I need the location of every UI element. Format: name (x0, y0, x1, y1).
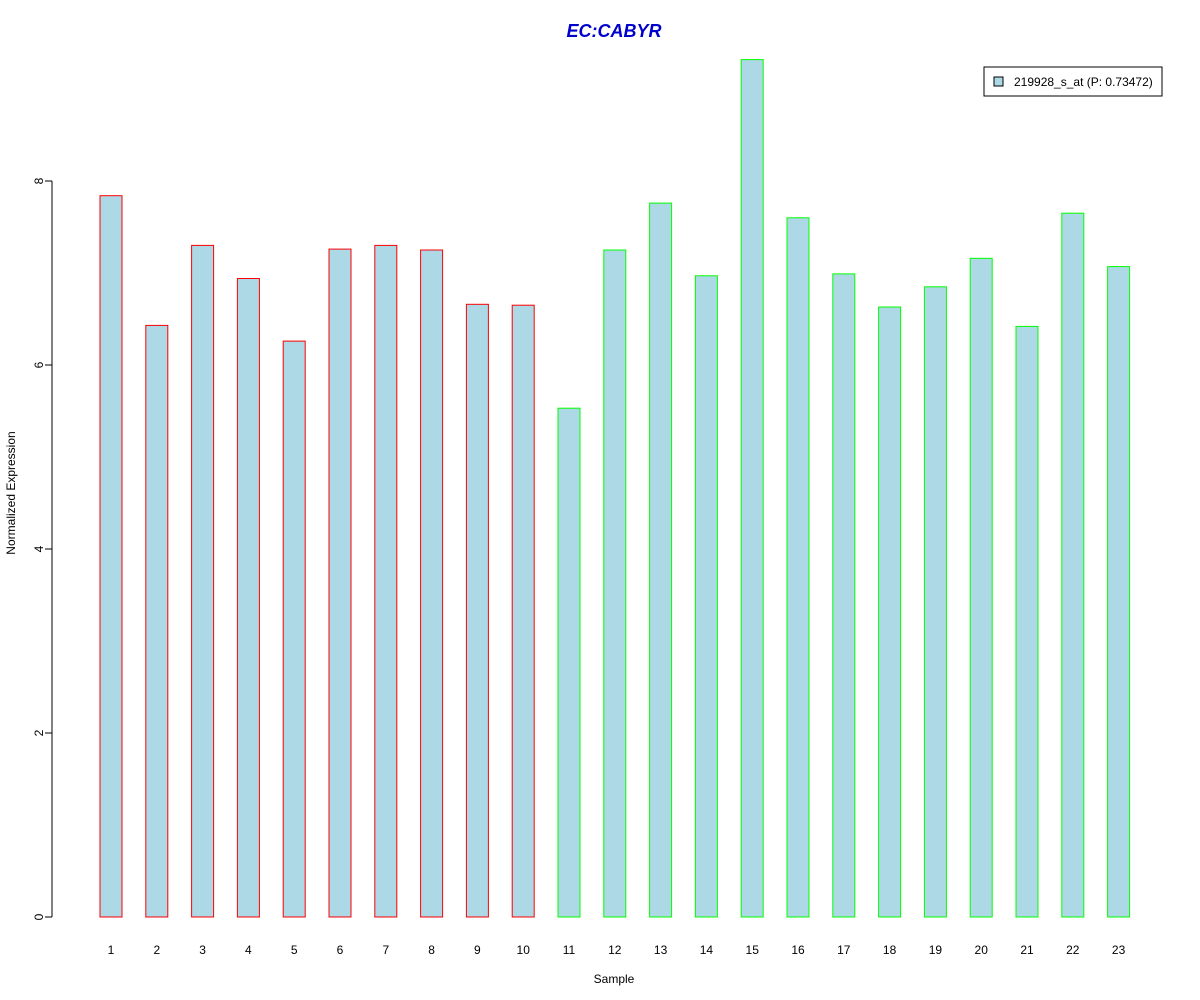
legend-box (983, 66, 1163, 97)
x-tick-label: 1 (108, 943, 115, 957)
bar (465, 303, 489, 918)
bar (1015, 325, 1039, 918)
x-tick-label: 12 (608, 943, 622, 957)
bar (786, 217, 810, 918)
bar (694, 275, 718, 918)
x-tick-label: 23 (1112, 943, 1126, 957)
x-tick-label: 7 (382, 943, 389, 957)
legend: 219928_s_at (P: 0.73472) (983, 66, 1163, 97)
x-tick-label: 16 (791, 943, 805, 957)
x-tick-label: 13 (654, 943, 668, 957)
x-tick-label: 19 (929, 943, 943, 957)
bar (740, 59, 764, 918)
x-tick-label: 18 (883, 943, 897, 957)
x-tick-label: 8 (428, 943, 435, 957)
bar (145, 324, 169, 918)
x-tick-label: 2 (153, 943, 160, 957)
x-tick-label: 5 (291, 943, 298, 957)
x-tick-label: 15 (746, 943, 760, 957)
bar (557, 407, 581, 918)
bar (603, 249, 627, 918)
x-tick-label: 20 (975, 943, 989, 957)
y-tick-label: 4 (32, 545, 46, 552)
bar (99, 195, 123, 918)
bar (878, 306, 902, 918)
x-tick-label: 21 (1020, 943, 1034, 957)
legend-swatch (993, 76, 1004, 87)
x-tick-label: 22 (1066, 943, 1080, 957)
y-tick-label: 8 (32, 177, 46, 184)
x-tick-label: 14 (700, 943, 714, 957)
bar (282, 340, 306, 918)
chart-title: EC:CABYR (566, 21, 661, 41)
bar (374, 244, 398, 918)
bar (236, 278, 260, 918)
bar (832, 273, 856, 918)
x-tick-label: 10 (517, 943, 531, 957)
bar (923, 286, 947, 918)
bar (969, 257, 993, 918)
x-tick-labels: 1 2 3 4 5 6 7 8 9 10 11 12 13 14 15 16 17 18 19 20 21 22 23 (108, 943, 1126, 957)
y-tick-label: 2 (32, 729, 46, 736)
x-tick-label: 4 (245, 943, 252, 957)
bar (1061, 212, 1085, 918)
bar (420, 249, 444, 918)
legend-label: 219928_s_at (P: 0.73472) (1014, 75, 1153, 89)
y-axis-label: Normalized Expression (4, 431, 18, 554)
y-axis: 0 2 4 6 8 (32, 177, 53, 920)
x-tick-label: 11 (563, 943, 576, 957)
y-tick-label: 6 (32, 361, 46, 368)
x-tick-label: 6 (337, 943, 344, 957)
x-tick-label: 3 (199, 943, 206, 957)
x-tick-label: 9 (474, 943, 481, 957)
x-tick-label: 17 (837, 943, 851, 957)
bar (511, 304, 535, 918)
x-axis-label: Sample (594, 972, 635, 986)
bar (1107, 266, 1131, 918)
bar (191, 244, 215, 918)
bar (328, 248, 352, 918)
y-tick-label: 0 (32, 913, 46, 920)
bar (649, 202, 673, 918)
bars-group (99, 59, 1131, 918)
